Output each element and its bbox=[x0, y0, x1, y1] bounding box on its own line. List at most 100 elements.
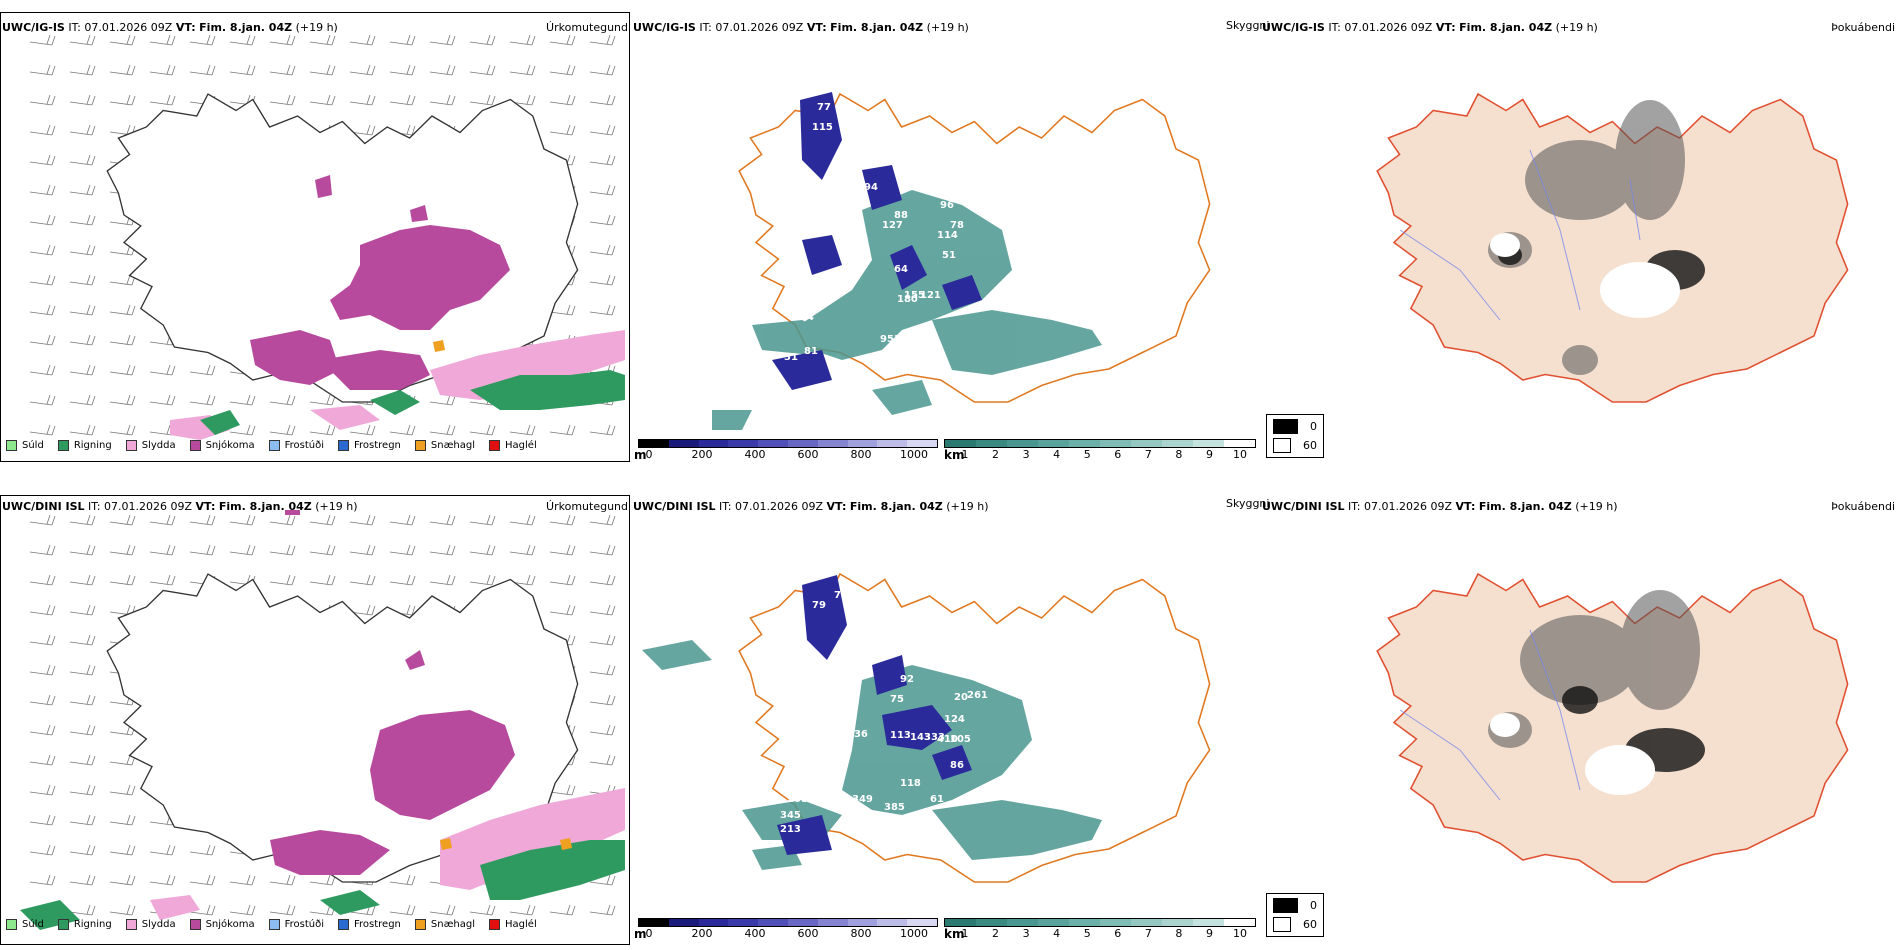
fog-key-label: 0 bbox=[1310, 420, 1317, 433]
wind-barb bbox=[149, 544, 176, 556]
colorbar-tick: 4 bbox=[1053, 448, 1061, 461]
ceiling-value-label: 86 bbox=[950, 760, 964, 771]
colorbar-cell bbox=[668, 919, 699, 926]
colorbar-cell bbox=[728, 919, 759, 926]
wind-barb bbox=[29, 364, 56, 376]
fog-key-swatch bbox=[1273, 917, 1291, 932]
wind-barb bbox=[549, 94, 576, 106]
wind-barb bbox=[589, 514, 616, 526]
panel-header: UWC/IG-IS IT: 07.01.2026 09Z VT: Fim. 8.… bbox=[2, 21, 338, 34]
colorbar-tick: 2 bbox=[992, 927, 1000, 940]
wind-barb bbox=[589, 214, 616, 226]
ceiling-value-label: 31 bbox=[784, 352, 798, 363]
wind-barb bbox=[29, 94, 56, 106]
wind-barb bbox=[69, 694, 96, 706]
wind-barb bbox=[509, 424, 536, 436]
ceiling-value-label: 105 bbox=[950, 734, 971, 745]
wind-barb bbox=[269, 64, 296, 76]
colorbar-cell bbox=[1162, 440, 1193, 447]
wind-barb bbox=[309, 574, 336, 586]
wind-barb bbox=[69, 64, 96, 76]
wind-barb bbox=[149, 34, 176, 46]
colorbar-cell bbox=[668, 440, 699, 447]
ceiling-value-label: 81 bbox=[804, 346, 818, 357]
fog-key-swatch bbox=[1273, 898, 1298, 913]
ceiling-value-label: 164 bbox=[837, 230, 858, 241]
fog-shading bbox=[1488, 100, 1685, 375]
wind-barb bbox=[549, 34, 576, 46]
legend-swatch bbox=[125, 440, 137, 451]
legend-label: Slydda bbox=[141, 919, 176, 930]
colorbar-cell bbox=[1193, 440, 1224, 447]
wind-barb bbox=[349, 94, 376, 106]
ceiling-value-label: 155 bbox=[904, 290, 925, 301]
wind-barb bbox=[29, 664, 56, 676]
wind-barb bbox=[109, 814, 136, 826]
wind-barb bbox=[309, 874, 336, 886]
wind-barb bbox=[69, 634, 96, 646]
ceiling-value-label: 213 bbox=[780, 824, 801, 835]
legend-swatch bbox=[414, 919, 426, 930]
wind-barb bbox=[69, 544, 96, 556]
wind-barb bbox=[589, 544, 616, 556]
ceiling-value-label: 345 bbox=[780, 810, 801, 821]
legend-item: Frostregn bbox=[338, 440, 401, 451]
wind-barb bbox=[589, 604, 616, 616]
ceiling-value-label: 100 bbox=[844, 630, 865, 641]
colorbar-tick: 3 bbox=[1022, 927, 1030, 940]
wind-barb bbox=[229, 514, 256, 526]
legend-swatch bbox=[189, 440, 201, 451]
ceiling-value-label: 124 bbox=[944, 714, 965, 725]
model-name: UWC/DINI ISL bbox=[2, 500, 85, 513]
wind-barb bbox=[429, 64, 456, 76]
wind-barb bbox=[349, 514, 376, 526]
wind-barb bbox=[389, 874, 416, 886]
row-1: UWC/IG-IS IT: 07.01.2026 09Z VT: Fim. 8.… bbox=[0, 0, 1900, 470]
legend-item: Haglél bbox=[489, 440, 537, 451]
colorbar-tick: 600 bbox=[797, 448, 819, 461]
wind-barb bbox=[69, 664, 96, 676]
wind-barb bbox=[69, 784, 96, 796]
wind-barb bbox=[429, 904, 456, 916]
wind-barb bbox=[29, 244, 56, 256]
wind-barb bbox=[509, 34, 536, 46]
wind-barb bbox=[269, 94, 296, 106]
wind-barb bbox=[69, 724, 96, 736]
wind-barb bbox=[149, 844, 176, 856]
ceiling-value-label: 92 bbox=[900, 674, 914, 685]
model-name: UWC/IG-IS bbox=[633, 21, 696, 34]
colorbar-tick: 800 bbox=[850, 927, 872, 940]
wind-barb bbox=[109, 334, 136, 346]
legend-item: Haglél bbox=[489, 919, 537, 930]
wind-barb bbox=[589, 724, 616, 736]
colorbar-tick: 8 bbox=[1175, 448, 1183, 461]
legend-label: Rigning bbox=[73, 440, 112, 451]
wind-barb bbox=[29, 394, 56, 406]
wind-barb bbox=[29, 124, 56, 136]
colorbar-cell bbox=[1162, 919, 1193, 926]
wind-barb bbox=[149, 394, 176, 406]
wind-barb bbox=[229, 424, 256, 436]
colorbar-cell bbox=[817, 919, 848, 926]
legend-item: Súld bbox=[6, 440, 44, 451]
colorbar-cell bbox=[698, 919, 729, 926]
wind-barb bbox=[429, 394, 456, 406]
wind-barb bbox=[109, 34, 136, 46]
wind-barb bbox=[109, 424, 136, 436]
legend-item: Slydda bbox=[125, 919, 176, 930]
legend-item: Snjókoma bbox=[189, 440, 255, 451]
ceiling-value-label: 73 bbox=[834, 590, 848, 601]
wind-barb bbox=[69, 184, 96, 196]
wind-barb bbox=[69, 424, 96, 436]
ceiling-value-label: 85 bbox=[837, 107, 851, 118]
legend-item: Rigning bbox=[57, 440, 112, 451]
wind-barb bbox=[389, 424, 416, 436]
colorbar-cell bbox=[1038, 919, 1069, 926]
legend-swatch bbox=[414, 440, 426, 451]
colorbar-tick: 200 bbox=[691, 448, 713, 461]
colorbar-tick: 200 bbox=[691, 927, 713, 940]
wind-barb bbox=[389, 514, 416, 526]
ceiling-value-label: 113 bbox=[890, 730, 911, 741]
wind-barb bbox=[29, 304, 56, 316]
